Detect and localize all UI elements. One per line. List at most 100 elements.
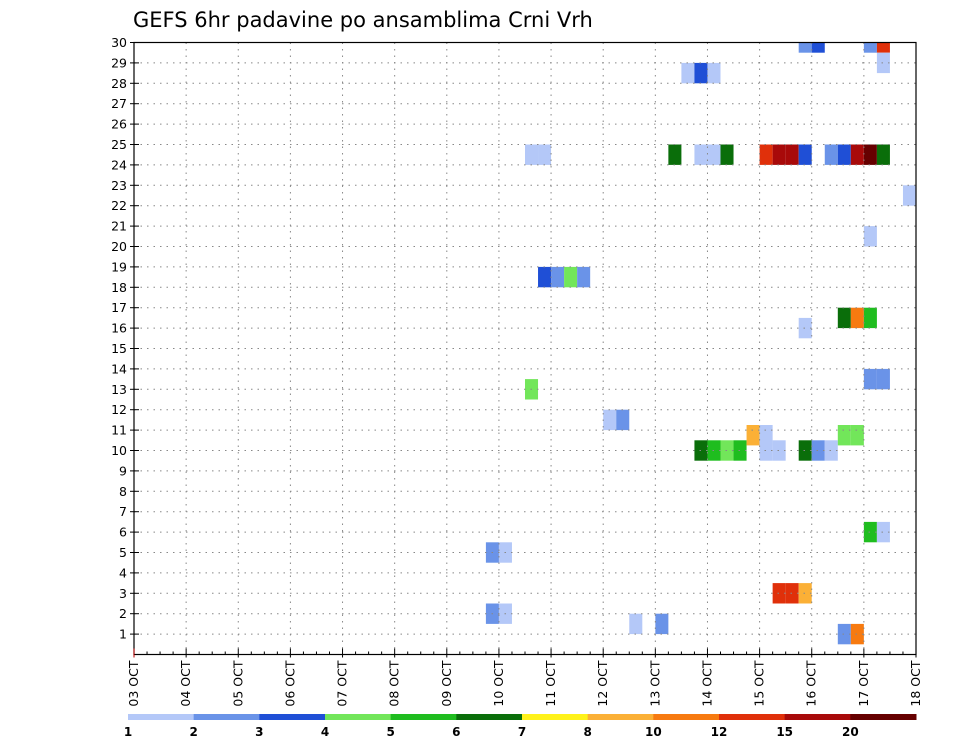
heatmap-cell — [876, 52, 890, 74]
y-tick-label: 23 — [111, 178, 127, 193]
heatmap-cell — [603, 409, 617, 431]
y-tick-label: 22 — [111, 198, 127, 213]
colorbar-label: 7 — [518, 725, 526, 739]
heatmap-cell — [694, 62, 708, 84]
heatmap-cell — [733, 440, 747, 461]
y-tick-label: 7 — [119, 504, 127, 519]
x-tick-label: 08 OCT — [387, 660, 402, 706]
heatmap-cell — [551, 266, 565, 288]
colorbar-segment — [325, 714, 392, 720]
colorbar-segment — [456, 714, 523, 720]
heatmap-cell — [837, 623, 851, 645]
heatmap-cell — [863, 521, 877, 543]
colorbar-label: 1 — [124, 725, 132, 739]
x-tick-label: 09 OCT — [439, 660, 454, 706]
x-tick-label: 17 OCT — [856, 660, 871, 706]
heatmap-cell — [876, 368, 890, 390]
x-tick-label: 16 OCT — [804, 660, 819, 706]
colorbar-segment — [653, 714, 720, 720]
heatmap-cell — [850, 425, 864, 446]
y-tick-label: 27 — [111, 96, 127, 111]
colorbar-segment — [587, 714, 654, 720]
heatmap-cell — [577, 266, 591, 288]
heatmap-cell — [759, 440, 773, 461]
heatmap-cell — [863, 226, 877, 247]
colorbar-label: 3 — [255, 725, 263, 739]
colorbar-segment — [193, 714, 260, 720]
heatmap-cell — [863, 307, 877, 329]
colorbar-label: 2 — [189, 725, 197, 739]
heatmap-cell — [694, 144, 708, 165]
colorbar-segment — [850, 714, 917, 720]
heatmap-cell — [668, 144, 682, 165]
y-tick-label: 6 — [119, 525, 127, 540]
heatmap-cell — [798, 317, 812, 339]
heatmap-cell — [785, 583, 799, 604]
heatmap-cell — [798, 583, 812, 604]
colorbar-label: 6 — [452, 725, 460, 739]
x-tick-label: 11 OCT — [543, 660, 558, 706]
y-tick-label: 29 — [111, 55, 127, 70]
heatmap-cell — [824, 144, 838, 165]
heatmap-cell — [564, 266, 578, 288]
heatmap-cell — [798, 42, 812, 53]
colorbar-label: 10 — [645, 725, 662, 739]
heatmap-cell — [798, 440, 812, 461]
colorbar-segment — [390, 714, 457, 720]
heatmap-cell — [837, 307, 851, 329]
heatmap-cell — [863, 144, 877, 165]
heatmap-cell — [629, 613, 643, 635]
x-tick-label: 18 OCT — [908, 660, 923, 706]
y-tick-label: 16 — [111, 321, 127, 336]
colorbar-segment — [259, 714, 326, 720]
heatmap-cell — [720, 440, 734, 461]
y-tick-label: 10 — [111, 443, 127, 458]
heatmap-cell — [772, 583, 786, 604]
colorbar: 1 2 3 4 5 6 7 8 10 12 15 20 — [124, 714, 917, 739]
colorbar-label: 4 — [321, 725, 329, 739]
y-tick-label: 1 — [119, 627, 127, 642]
heatmap-cell — [707, 62, 721, 84]
colorbar-label: 8 — [583, 725, 591, 739]
heatmap-cell — [863, 42, 877, 53]
heatmap-cell — [876, 521, 890, 543]
heatmap-cell — [720, 144, 734, 165]
y-tick-label: 9 — [119, 463, 127, 478]
y-tick-label: 13 — [111, 382, 127, 397]
colorbar-label: 5 — [386, 725, 394, 739]
colorbar-segment — [719, 714, 786, 720]
colorbar-label: 12 — [711, 725, 728, 739]
colorbar-segment — [522, 714, 589, 720]
chart-title: GEFS 6hr padavine po ansamblima Crni Vrh — [133, 8, 593, 32]
heatmap-cell — [772, 144, 786, 165]
y-tick-label: 15 — [111, 341, 127, 356]
heatmap-cell — [837, 425, 851, 446]
x-tick-label: 03 OCT — [126, 660, 141, 706]
y-tick-label: 3 — [119, 586, 127, 601]
x-tick-label: 13 OCT — [647, 660, 662, 706]
heatmap-cell — [798, 144, 812, 165]
x-tick-label: 14 OCT — [699, 660, 714, 706]
heatmap-cell — [837, 144, 851, 165]
heatmap-cell — [850, 307, 864, 329]
y-tick-label: 25 — [111, 137, 127, 152]
y-tick-label: 17 — [111, 300, 127, 315]
y-tick-label: 24 — [111, 157, 127, 172]
y-tick-label: 14 — [111, 361, 127, 376]
heatmap-cell — [863, 368, 877, 390]
axis-ticks — [130, 42, 917, 658]
heatmap-cell — [538, 144, 552, 165]
x-tick-label: 10 OCT — [491, 660, 506, 706]
heatmap-cell — [759, 144, 773, 165]
heatmap-cell — [811, 440, 825, 461]
y-tick-label: 8 — [119, 484, 127, 499]
colorbar-segment — [784, 714, 851, 720]
heatmap-cell — [681, 62, 695, 84]
y-tick-label: 30 — [111, 35, 127, 50]
x-tick-label: 12 OCT — [595, 660, 610, 706]
y-tick-label: 4 — [119, 565, 127, 580]
heatmap-cell — [850, 623, 864, 645]
y-tick-label: 20 — [111, 239, 127, 254]
heatmap-cell — [876, 42, 890, 53]
